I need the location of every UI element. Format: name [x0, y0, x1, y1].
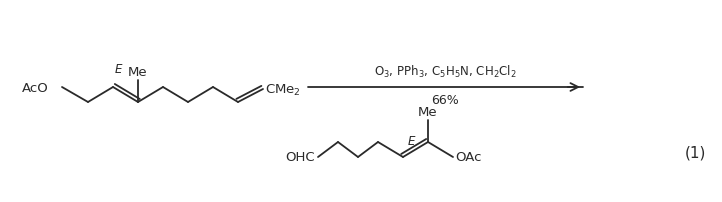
Text: E: E: [115, 63, 122, 76]
Text: O$_3$, PPh$_3$, C$_5$H$_5$N, CH$_2$Cl$_2$: O$_3$, PPh$_3$, C$_5$H$_5$N, CH$_2$Cl$_2…: [374, 64, 517, 80]
Text: (1): (1): [684, 145, 705, 160]
Text: CMe$_2$: CMe$_2$: [265, 82, 301, 97]
Text: AcO: AcO: [22, 81, 49, 94]
Text: E: E: [408, 134, 415, 147]
Text: Me: Me: [129, 66, 148, 79]
Text: OHC: OHC: [285, 151, 315, 164]
Text: Me: Me: [418, 105, 438, 118]
Text: 66%: 66%: [432, 94, 459, 106]
Text: OAc: OAc: [455, 151, 482, 164]
